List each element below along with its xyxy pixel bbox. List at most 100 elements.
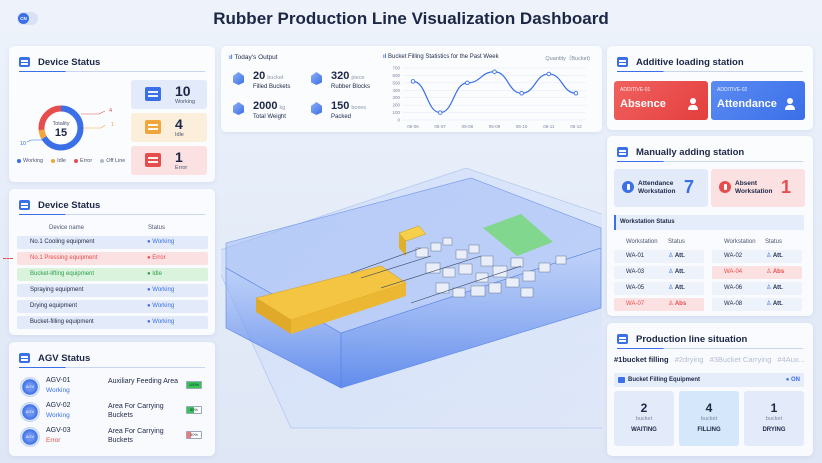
x-tick-label: 05-08: [462, 124, 474, 129]
workstation-status-text: Abs: [772, 269, 785, 275]
filling-unit: bucket: [700, 416, 718, 422]
filling-card[interactable]: 4 bucket FILLING: [679, 391, 739, 446]
machinery-cluster: [415, 237, 567, 298]
agv-area: Area For Carrying Buckets: [108, 403, 164, 419]
workstation-id: WA-03: [626, 269, 645, 275]
factory-3d-view[interactable]: [210, 138, 614, 456]
tab-bucket-filling[interactable]: #1bucket filling: [614, 355, 669, 364]
totality-value: 15: [55, 127, 67, 139]
filling-value: 4: [705, 401, 713, 415]
device-name: Drying equipment: [30, 303, 78, 309]
workstation-cell[interactable]: WA-05 ♙ Att.: [614, 282, 704, 295]
error-device-icon: [145, 153, 161, 167]
rubber-block-icon: [311, 72, 322, 85]
y-tick-label: 500: [392, 80, 400, 85]
device-status: ● Idle: [147, 271, 162, 277]
data-point: [437, 110, 443, 115]
absent-workstation-card[interactable]: Absent Workstation 1: [711, 169, 805, 207]
battery-fill: [187, 407, 194, 413]
absent-label: Absent Workstation: [735, 180, 773, 195]
x-tick-label: 05-12: [570, 124, 582, 129]
panel-divider: [19, 214, 205, 215]
workstation-id: WA-08: [724, 301, 743, 307]
stat-card-working[interactable]: 10 Working: [131, 80, 207, 109]
stat-label: Working: [175, 99, 196, 105]
output-title: ıl Today's Output: [229, 54, 278, 61]
waiting-unit: bucket: [635, 416, 653, 422]
workstation-cell[interactable]: WA-01 ♙ Att.: [614, 250, 704, 263]
workstation-id: WA-05: [626, 285, 645, 291]
person-present-icon: ♙: [668, 285, 675, 291]
workstation-cell[interactable]: WA-04 ♙ Abs: [712, 266, 802, 279]
device-name: Bucket-filling equipment: [30, 319, 94, 325]
tab-bucket-carrying[interactable]: #3Bucket Carrying: [709, 355, 772, 364]
table-row[interactable]: No.1 Pressing equipment ● Error: [17, 252, 208, 265]
stat-card-error[interactable]: 1 Error: [131, 146, 207, 175]
workstation-status: ♙ Abs: [668, 298, 686, 311]
panel-title: Device Status: [38, 199, 101, 211]
agv-area: Area For Carrying Buckets: [108, 428, 164, 444]
box-icon: [311, 102, 322, 115]
language-toggle[interactable]: CN: [17, 12, 38, 25]
workstation-cell[interactable]: WA-08 ♙ Att.: [712, 298, 802, 311]
battery-indicator: 50%: [186, 406, 202, 414]
building-side-wall: [340, 247, 602, 389]
table-row[interactable]: Spraying equipment ● Working: [17, 284, 208, 297]
ws-column-workstation: Workstation: [724, 239, 756, 245]
output-unit: bucket: [267, 75, 284, 81]
battery-fill: [187, 432, 192, 438]
additive-state: Attendance: [717, 98, 777, 110]
legend-offline: Off Line: [100, 158, 125, 164]
chart-title: ıl Bucket Filling Statistics for the Pas…: [383, 54, 499, 60]
legend-error: Error: [73, 158, 92, 164]
attendance-icon: [622, 181, 634, 193]
yellow-storage-side: [291, 283, 406, 334]
ws-column-workstation: Workstation: [626, 239, 658, 245]
yellow-storage-front: [256, 298, 291, 334]
ring-legend: Working Idle Error Off Line: [17, 158, 125, 164]
ws-column-status: Status: [668, 239, 686, 245]
ring-label-working: 10: [20, 141, 26, 147]
waiting-card[interactable]: 2 bucket WAITING: [614, 391, 674, 446]
panel-header: Manually adding station: [617, 145, 744, 159]
stat-card-idle[interactable]: 4 Idle: [131, 113, 207, 142]
workstation-cell[interactable]: WA-02 ♙ Att.: [712, 250, 802, 263]
workstation-status-text: Att.: [674, 253, 685, 259]
agv-row[interactable]: AGV AGV-03 Error Area For Carrying Buckets 3…: [20, 426, 210, 448]
workstation-cell[interactable]: WA-03 ♙ Att.: [614, 266, 704, 279]
drying-card[interactable]: 1 bucket DRYING: [744, 391, 804, 446]
tank-unit: [398, 225, 427, 242]
table-row[interactable]: Drying equipment ● Working: [17, 300, 208, 313]
tab-auxiliary[interactable]: #4Aux...: [777, 355, 805, 364]
agv-row[interactable]: AGV AGV-01 Working Auxiliary Feeding Area 10…: [20, 376, 210, 398]
additive-02-card[interactable]: ADDITIVE-02 Attendance: [711, 81, 805, 120]
agv-avatar-icon: AGV: [20, 427, 40, 447]
top-bar: CN Rubber Production Line Visualization …: [0, 0, 822, 38]
attendance-workstation-card[interactable]: Attendance Workstation 7: [614, 169, 708, 207]
waiting-label: WAITING: [631, 427, 657, 433]
workstation-cell[interactable]: WA-07 ♙ Abs: [614, 298, 704, 311]
green-zone: [483, 214, 553, 256]
agv-row[interactable]: AGV AGV-02 Working Area For Carrying Bucket…: [20, 401, 210, 423]
filling-label: FILLING: [697, 427, 721, 433]
additive-01-card[interactable]: ADDITIVE-01 Absence: [614, 81, 708, 120]
table-row[interactable]: Bucket-lifting equipment ● Idle: [17, 268, 208, 281]
output-value: 2000: [253, 100, 278, 112]
data-point: [492, 69, 497, 74]
device-status: ● Working: [147, 287, 175, 293]
legend-idle: Idle: [51, 158, 66, 164]
tab-drying[interactable]: #2drying: [674, 355, 704, 364]
table-row[interactable]: Bucket-filling equipment ● Working: [17, 316, 208, 329]
device-status: ● Working: [147, 239, 175, 245]
workstation-cell[interactable]: WA-06 ♙ Att.: [712, 282, 802, 295]
bucket-filling-line-chart: 700 600 500 400 300 200 100 0 05-06 05-07 05-08 05-…: [392, 66, 586, 129]
output-value: 20: [253, 70, 266, 82]
language-toggle-knob: CN: [18, 13, 29, 24]
stat-label: Idle: [175, 132, 184, 138]
device-name: Bucket-lifting equipment: [30, 271, 95, 277]
table-row[interactable]: No.1 Cooling equipment ● Working: [17, 236, 208, 249]
drying-value: 1: [770, 401, 778, 415]
factory-scene-illustration: [210, 167, 614, 429]
output-label: Packed: [331, 114, 352, 120]
y-tick-label: 400: [392, 88, 400, 93]
